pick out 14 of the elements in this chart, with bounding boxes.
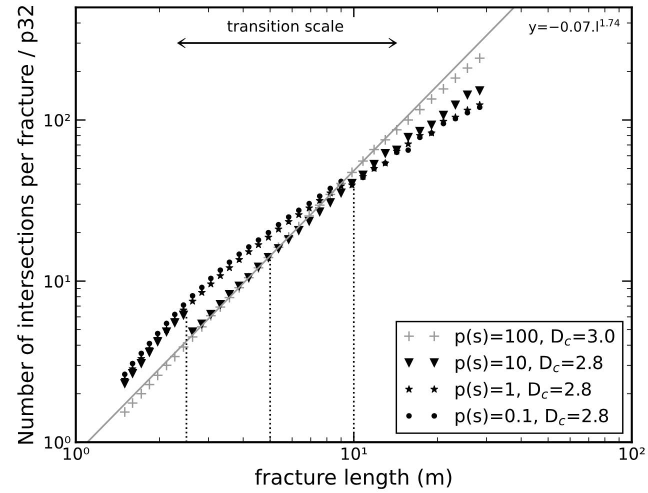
annotation: y=−0.07.l$^{1.74}$ <box>528 19 620 35</box>
x-tick-label: 10⁰ <box>64 447 90 460</box>
x-tick-label: 10¹ <box>342 447 367 460</box>
legend-label: p(s)=100, D$_{c}$=3.0 <box>456 328 614 346</box>
y-tick-label: 10¹ <box>44 275 70 288</box>
legend-label: p(s)=1, D$_{c}$=2.8 <box>456 382 591 400</box>
annotation: transition scale <box>227 20 344 32</box>
y-axis-title: Number of intersections per fracture / p32 <box>17 6 38 444</box>
x-tick-label: 10² <box>620 447 645 460</box>
legend-label: p(s)=0.1, D$_{c}$=2.8 <box>456 408 608 426</box>
y-tick-label: 10⁰ <box>44 436 70 449</box>
y-tick-label: 10² <box>44 114 70 127</box>
x-axis-title: fracture length (m) <box>254 468 452 489</box>
legend-label: p(s)=10, D$_{c}$=2.8 <box>456 355 602 373</box>
